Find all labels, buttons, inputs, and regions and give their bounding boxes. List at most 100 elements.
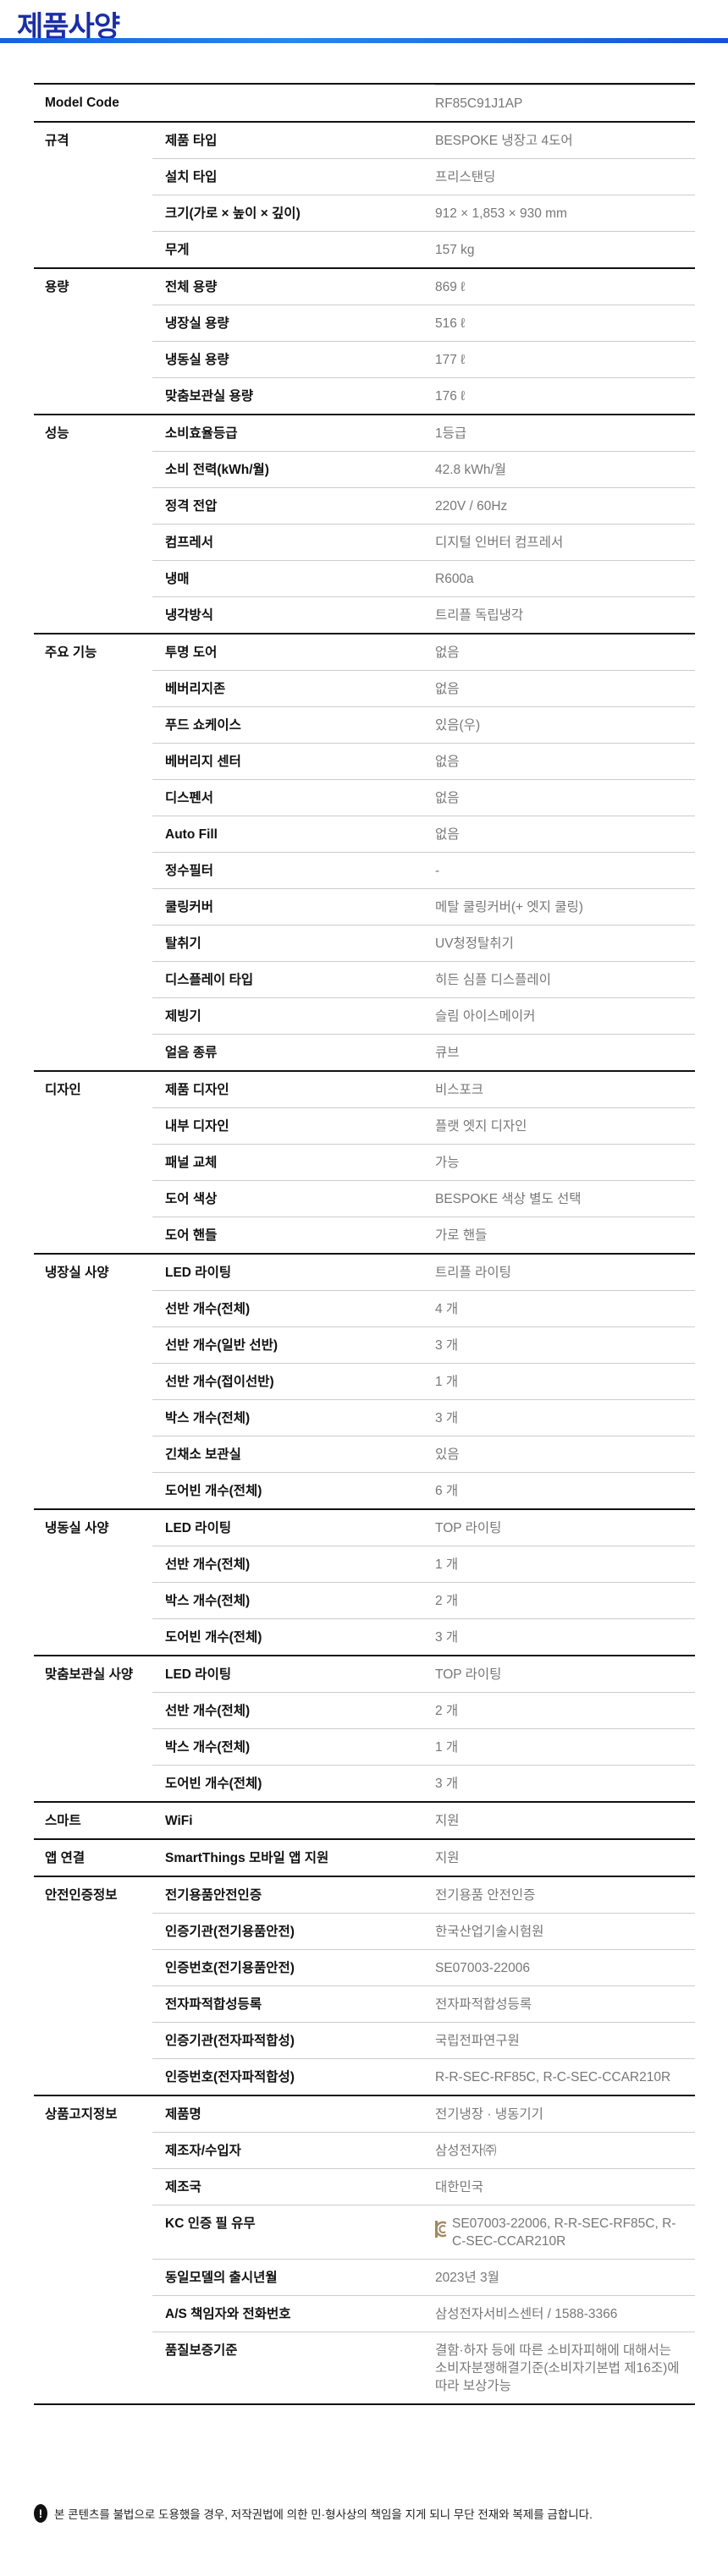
- spec-label: 전자파적합성등록: [165, 1997, 262, 2012]
- spec-row: 디스펜서 없음: [152, 779, 695, 816]
- spec-label: 얼음 종류: [165, 1046, 218, 1060]
- spec-value: 대한민국: [435, 2178, 695, 2196]
- spec-label: 냉장실 용량: [165, 316, 229, 331]
- spec-label: 탈취기: [165, 936, 201, 951]
- spec-group-model-code: Model Code RF85C91J1AP: [34, 85, 695, 123]
- spec-value: 157 kg: [435, 241, 695, 259]
- spec-label: KC 인증 필 유무: [165, 2216, 256, 2231]
- spec-row: 품질보증기준 결함·하자 등에 따른 소비자피해에 대해서는 소비자분쟁해결기준(…: [152, 2332, 695, 2403]
- spec-row: A/S 책임자와 전화번호 삼성전자서비스센터 / 1588-3366: [152, 2295, 695, 2332]
- spec-value-text: R-R-SEC-RF85C, R-C-SEC-CCAR210R: [435, 2070, 671, 2084]
- spec-value: 큐브: [435, 1044, 695, 1062]
- spec-value: 6 개: [435, 1482, 695, 1500]
- spec-row: 제품명 전기냉장 · 냉동기기: [152, 2096, 695, 2132]
- spec-label: 내부 디자인: [165, 1119, 229, 1134]
- spec-value: BESPOKE 냉장고 4도어: [435, 132, 695, 150]
- spec-value: 3 개: [435, 1775, 695, 1793]
- spec-row: 전체 용량 869 ℓ: [152, 269, 695, 305]
- spec-value-text: 3 개: [435, 1411, 459, 1425]
- spec-value-text: 177 ℓ: [435, 353, 466, 367]
- spec-value-text: 없음: [435, 791, 460, 805]
- spec-value: 2 개: [435, 1702, 695, 1720]
- spec-value-text: 176 ℓ: [435, 389, 466, 404]
- spec-row: 디스플레이 타입 히든 심플 디스플레이: [152, 961, 695, 997]
- spec-label: 소비 전력(kWh/월): [165, 463, 269, 477]
- spec-value: 결함·하자 등에 따른 소비자피해에 대해서는 소비자분쟁해결기준(소비자기본법…: [435, 2342, 695, 2395]
- spec-value-text: BESPOKE 색상 별도 선택: [435, 1192, 582, 1206]
- spec-row: 정수필터 -: [152, 852, 695, 888]
- spec-value-text: 전자파적합성등록: [435, 1997, 532, 2012]
- spec-label: 전체 용량: [165, 280, 218, 294]
- spec-group: 상품고지정보 제품명 전기냉장 · 냉동기기 제조자/수입자 삼성전자㈜ 제조국 대한민국 K…: [34, 2096, 695, 2405]
- spec-row: SmartThings 모바일 앱 지원 지원: [152, 1840, 695, 1876]
- spec-table: Model Code RF85C91J1AP 규격 제품 타입 BESPOKE 냉장…: [34, 83, 695, 2405]
- spec-row: 제조자/수입자 삼성전자㈜: [152, 2132, 695, 2168]
- spec-value-text: 가로 핸들: [435, 1228, 488, 1243]
- spec-value-text: 3 개: [435, 1630, 459, 1645]
- group-name: 냉동실 사양: [45, 1521, 109, 1535]
- model-code-label: Model Code: [45, 96, 119, 110]
- spec-value: 전자파적합성등록: [435, 1996, 695, 2013]
- spec-row: LED 라이팅 TOP 라이팅: [152, 1510, 695, 1546]
- spec-label: 냉동실 용량: [165, 353, 229, 367]
- spec-value: -: [435, 862, 695, 880]
- spec-value-text: 1 개: [435, 1557, 459, 1572]
- spec-value-text: 프리스탠딩: [435, 170, 496, 184]
- spec-value-text: BESPOKE 냉장고 4도어: [435, 134, 573, 148]
- spec-row: 크기(가로 × 높이 × 깊이) 912 × 1,853 × 930 mm: [152, 195, 695, 231]
- kc-mark-icon: [434, 2220, 447, 2238]
- spec-label: 냉각방식: [165, 608, 214, 623]
- spec-value-text: 지원: [435, 1851, 460, 1865]
- spec-label: 제품 타입: [165, 134, 218, 148]
- spec-value: 프리스탠딩: [435, 168, 695, 186]
- spec-value-text: SE07003-22006: [435, 1961, 531, 1975]
- spec-row: 맞춤보관실 용량 176 ℓ: [152, 377, 695, 414]
- spec-value-text: 결함·하자 등에 따른 소비자피해에 대해서는 소비자분쟁해결기준(소비자기본법…: [435, 2343, 680, 2393]
- spec-group: 성능 소비효율등급 1등급 소비 전력(kWh/월) 42.8 kWh/월 정격 전압 22…: [34, 415, 695, 634]
- spec-value: 비스포크: [435, 1081, 695, 1099]
- spec-value-text: 2 개: [435, 1704, 459, 1718]
- spec-group: 주요 기능 투명 도어 없음 베버리지존 없음 푸드 쇼케이스 있음(우) 베버리지 센터 없음…: [34, 634, 695, 1072]
- spec-label: 베버리지 센터: [165, 755, 241, 769]
- spec-value: 1등급: [435, 425, 695, 442]
- spec-value-text: 트리플 라이팅: [435, 1266, 511, 1280]
- spec-value-text: 삼성전자㈜: [435, 2144, 497, 2158]
- spec-value: 없음: [435, 826, 695, 843]
- spec-label: 크기(가로 × 높이 × 깊이): [165, 206, 301, 221]
- spec-label: 베버리지존: [165, 682, 226, 696]
- spec-value-text: 없음: [435, 682, 460, 696]
- group-name: 냉장실 사양: [45, 1266, 109, 1280]
- spec-label: LED 라이팅: [165, 1667, 232, 1682]
- spec-value: R-R-SEC-RF85C, R-C-SEC-CCAR210R: [435, 2068, 695, 2086]
- group-rows: 제품 디자인 비스포크 내부 디자인 플랫 엣지 디자인 패널 교체 가능 도어 색상 BES…: [152, 1072, 695, 1253]
- spec-value: 3 개: [435, 1409, 695, 1427]
- spec-value: 4 개: [435, 1300, 695, 1318]
- spec-value: 삼성전자㈜: [435, 2142, 695, 2160]
- spec-row: 베버리지 센터 없음: [152, 743, 695, 779]
- copyright-notice: ! 본 콘텐츠를 불법으로 도용했을 경우, 저작권법에 의한 민·형사상의 책…: [34, 2504, 593, 2523]
- spec-row: 냉매 R600a: [152, 560, 695, 596]
- spec-label: 선반 개수(전체): [165, 1704, 251, 1718]
- spec-value: 히든 심플 디스플레이: [435, 971, 695, 989]
- spec-value: 삼성전자서비스센터 / 1588-3366: [435, 2305, 695, 2323]
- spec-label: 인증기관(전자파적합성): [165, 2034, 295, 2048]
- spec-row: 인증기관(전자파적합성) 국립전파연구원: [152, 2022, 695, 2058]
- group-rows: LED 라이팅 트리플 라이팅 선반 개수(전체) 4 개 선반 개수(일반 선반) 3 …: [152, 1255, 695, 1508]
- group-rows: LED 라이팅 TOP 라이팅 선반 개수(전체) 2 개 박스 개수(전체) 1 개 도어…: [152, 1656, 695, 1801]
- notice-text: 본 콘텐츠를 불법으로 도용했을 경우, 저작권법에 의한 민·형사상의 책임을…: [54, 2508, 593, 2521]
- spec-value-text: R600a: [435, 572, 474, 586]
- spec-label: 컴프레서: [165, 536, 214, 550]
- spec-value-text: 2023년 3월: [435, 2271, 499, 2285]
- spec-row: 정격 전압 220V / 60Hz: [152, 487, 695, 524]
- spec-row: 선반 개수(일반 선반) 3 개: [152, 1326, 695, 1363]
- spec-row: 도어빈 개수(전체) 3 개: [152, 1618, 695, 1655]
- spec-row: 인증번호(전자파적합성) R-R-SEC-RF85C, R-C-SEC-CCAR2…: [152, 2058, 695, 2095]
- spec-value-text: TOP 라이팅: [435, 1521, 502, 1535]
- spec-row: WiFi 지원: [152, 1803, 695, 1838]
- spec-label: 품질보증기준: [165, 2343, 238, 2358]
- group-name: 맞춤보관실 사양: [45, 1667, 134, 1682]
- spec-value: 220V / 60Hz: [435, 497, 695, 515]
- spec-label: 무게: [165, 243, 190, 257]
- spec-value: 가로 핸들: [435, 1227, 695, 1244]
- spec-value: BESPOKE 색상 별도 선택: [435, 1190, 695, 1208]
